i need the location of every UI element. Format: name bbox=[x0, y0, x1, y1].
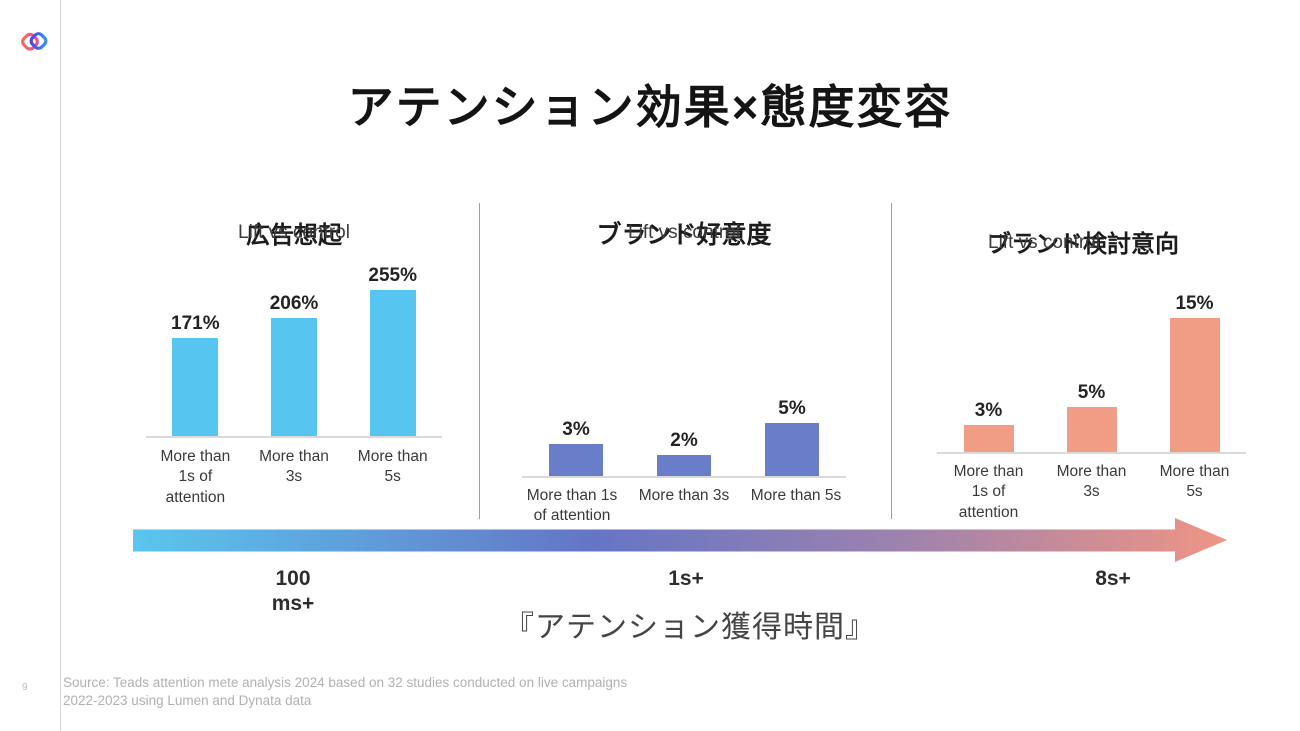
value-label: 3% bbox=[974, 400, 1003, 421]
bar bbox=[1169, 318, 1220, 452]
value-label: 3% bbox=[562, 419, 590, 440]
value-label: 2% bbox=[670, 430, 698, 451]
category-label: More than 3s bbox=[638, 487, 730, 504]
bar-column: 206% bbox=[245, 293, 344, 436]
category-label: More than 5s bbox=[750, 487, 842, 504]
value-label: 5% bbox=[778, 398, 806, 419]
value-label: 5% bbox=[1077, 382, 1106, 403]
category-label: More than 1s of attention bbox=[953, 463, 1024, 521]
bar bbox=[549, 444, 603, 476]
category-label: More than 5s bbox=[1159, 463, 1230, 501]
brand-logo-icon bbox=[21, 32, 48, 51]
category-label: More than 3s bbox=[259, 448, 329, 486]
source-text-line2: 2022-2023 using Lumen and Dynata data bbox=[63, 693, 312, 708]
chart-title: ブランド好意度 bbox=[596, 221, 772, 249]
category-label: More than 1s of attention bbox=[526, 487, 618, 525]
bar bbox=[271, 318, 317, 436]
category-label: More than 3s bbox=[1056, 463, 1127, 501]
bar-column: 5% bbox=[738, 398, 846, 476]
category-label: More than 5s bbox=[357, 448, 428, 486]
bar-column: 5% bbox=[1040, 382, 1143, 452]
left-margin-line bbox=[60, 0, 61, 731]
value-label: 255% bbox=[368, 265, 417, 286]
value-label: 171% bbox=[171, 313, 220, 334]
bar bbox=[963, 425, 1014, 452]
page-number: 9 bbox=[22, 682, 28, 693]
timeline-milestone: 1s+ bbox=[668, 567, 704, 590]
timeline-caption: 『アテンション獲得時間』 bbox=[504, 611, 876, 644]
category-labels: More than 1s of attention More than 3s Mor… bbox=[516, 486, 852, 527]
chart-subtitle: Lift vs control bbox=[988, 232, 1100, 253]
timeline-milestone: 100 ms+ bbox=[271, 567, 315, 616]
value-label: 15% bbox=[1175, 293, 1214, 314]
category-labels: More than 1s of attention More than 3s Mor… bbox=[146, 447, 442, 508]
timeline-milestone: 8s+ bbox=[1095, 567, 1131, 590]
bar-column: 3% bbox=[522, 419, 630, 476]
bars-row: 3% 2% 5% bbox=[522, 393, 846, 478]
chart-title: ブランド検討意向 bbox=[987, 231, 1179, 258]
bar bbox=[765, 423, 819, 476]
bar-column: 255% bbox=[343, 265, 442, 436]
chart-subtitle: Lift vs control bbox=[628, 222, 740, 243]
category-label: More than 1s of attention bbox=[160, 448, 231, 506]
bar-column: 2% bbox=[630, 430, 738, 476]
bar bbox=[172, 338, 219, 436]
panel-divider bbox=[891, 203, 892, 519]
bars-row: 3% 5% 15% bbox=[937, 288, 1246, 454]
chart-subtitle: Lift vs control bbox=[238, 222, 350, 243]
chart-title: 広告想起 bbox=[246, 222, 342, 249]
slide-title: アテンション効果×態度変容 bbox=[347, 80, 953, 133]
bar bbox=[1066, 407, 1117, 452]
source-text-line1: Source: Teads attention mete analysis 20… bbox=[63, 675, 628, 690]
panel-divider bbox=[479, 203, 480, 519]
value-label: 206% bbox=[269, 293, 319, 314]
bars-row: 171% 206% 255% bbox=[146, 260, 442, 438]
category-labels: More than 1s of attention More than 3s Mor… bbox=[937, 462, 1246, 523]
timeline-gradient-arrow bbox=[133, 518, 1227, 562]
bar-column: 3% bbox=[937, 400, 1040, 452]
bar-column: 171% bbox=[146, 313, 245, 436]
bar bbox=[657, 455, 711, 476]
bar-column: 15% bbox=[1143, 293, 1246, 452]
bar bbox=[369, 290, 416, 436]
